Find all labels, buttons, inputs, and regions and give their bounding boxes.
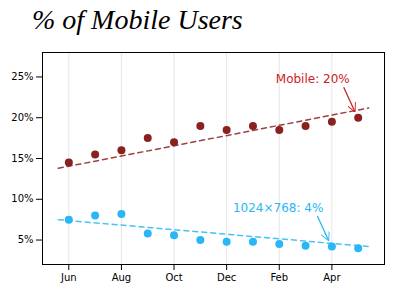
svg-text:10%: 10% xyxy=(11,194,33,205)
svg-text:Jun: Jun xyxy=(60,272,77,283)
svg-text:Oct: Oct xyxy=(165,272,182,283)
svg-text:Feb: Feb xyxy=(270,272,288,283)
svg-text:Aug: Aug xyxy=(112,272,132,283)
svg-text:5%: 5% xyxy=(18,234,34,245)
svg-text:25%: 25% xyxy=(11,71,33,82)
svg-text:Mobile: 20%: Mobile: 20% xyxy=(276,72,350,86)
svg-text:15%: 15% xyxy=(11,153,33,164)
svg-text:Apr: Apr xyxy=(323,272,341,283)
svg-text:Dec: Dec xyxy=(217,272,236,283)
html-text:% of Mobile Users: % of Mobile Users xyxy=(32,4,243,35)
svg-text:20%: 20% xyxy=(11,112,33,123)
svg-text:1024×768: 4%: 1024×768: 4% xyxy=(233,201,323,215)
